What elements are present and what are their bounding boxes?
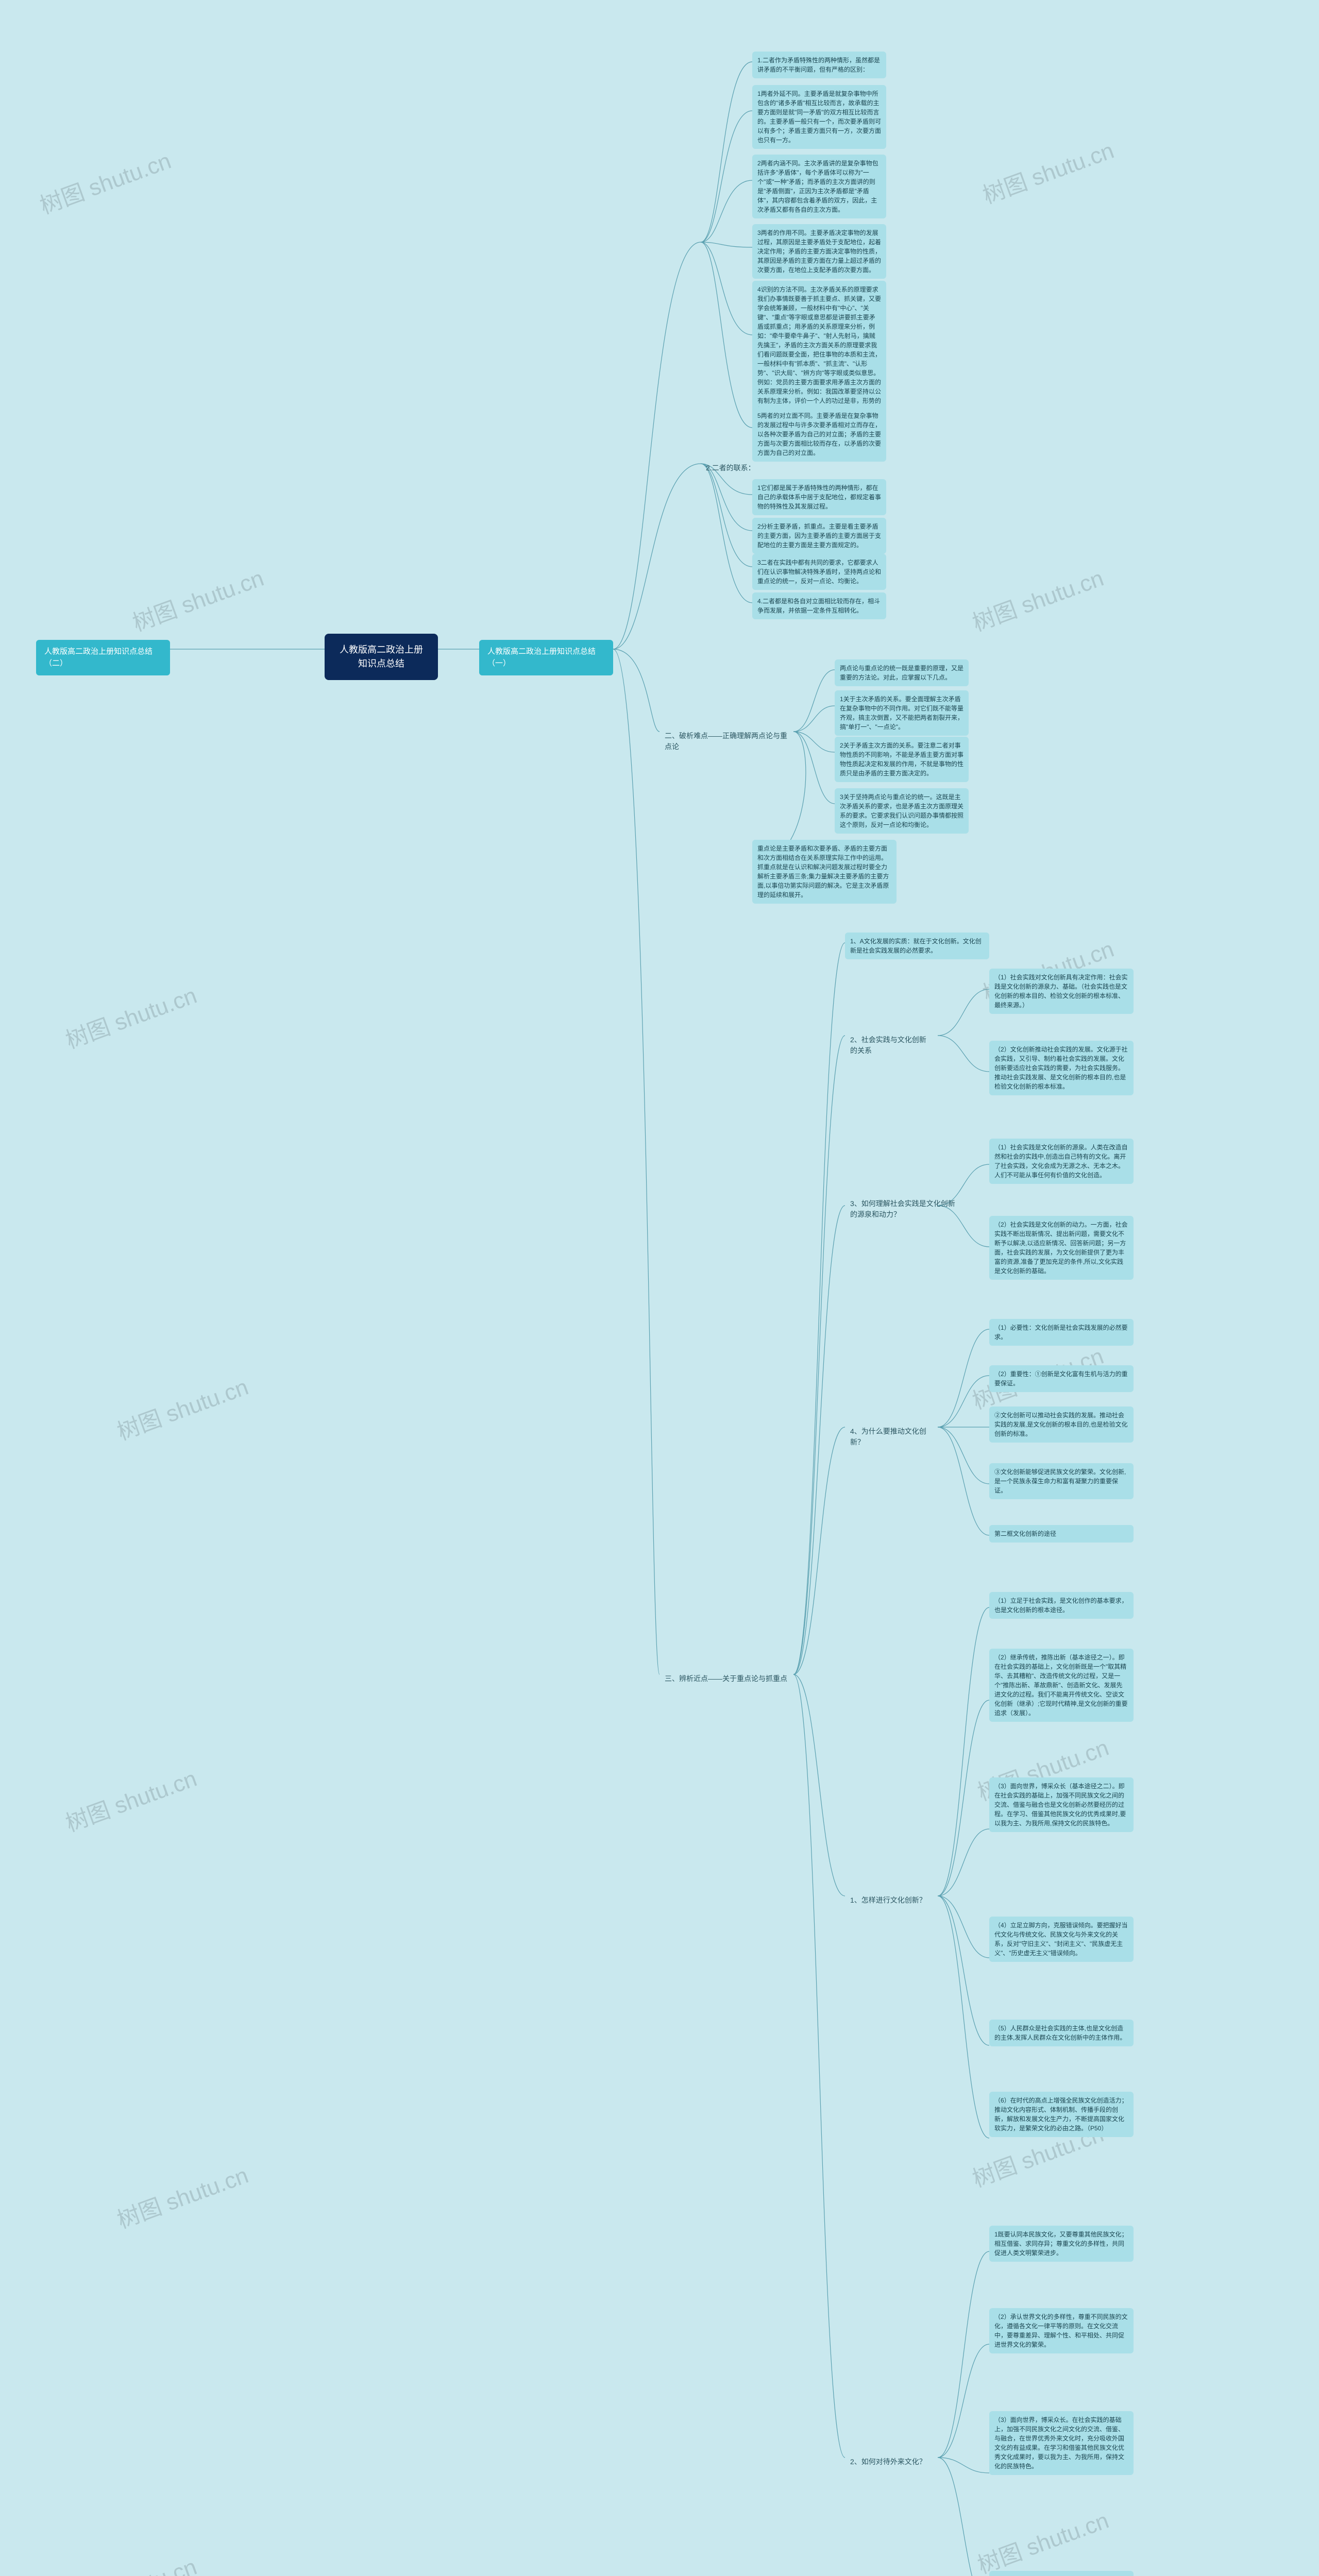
watermark-text: 树图 shutu.cn bbox=[977, 132, 1118, 210]
s1-g2-item-2: 3二者在实践中都有共同的要求，它都要求人们在认识事物解决特殊矛盾时，坚持两点论和… bbox=[752, 554, 886, 590]
s2-item-0: 1关于主次矛盾的关系。要全面理解主次矛盾在复杂事物中的不同作用。对它们既不能等量… bbox=[835, 690, 969, 736]
s3-q2-item-0: （1）社会实践对文化创新具有决定作用：社会实践是文化创新的源泉力、基础。（社会实… bbox=[989, 969, 1134, 1014]
s3-q4-item-4: 第二框文化创新的途径 bbox=[989, 1525, 1134, 1543]
s3-q6-item-3: （4）坚持正确方向，克服错误倾向。要把握好民族文化与外来文化的关系,反对"封闭主… bbox=[989, 2571, 1134, 2576]
s3-q6-item-1: （2）承认世界文化的多样性，尊重不同民族的文化，遵循各文化一律平等的原则。在文化… bbox=[989, 2308, 1134, 2353]
s3-q6-label: 2、如何对待外来文化？ bbox=[845, 2453, 938, 2470]
watermark-text: 树图 shutu.cn bbox=[967, 560, 1107, 637]
s2-intro: 两点论与重点论的统一既是重要的原理，又是重要的方法论。对此，应掌握以下几点。 bbox=[835, 659, 969, 686]
s3-q3-label: 3、如何理解社会实践是文化创新的源泉和动力？ bbox=[845, 1195, 963, 1223]
s3-q3-item-0: （1）社会实践是文化创新的源泉。人类在改造自然和社会的实践中,创造出自己特有的文… bbox=[989, 1139, 1134, 1184]
branch-part1[interactable]: 人教版高二政治上册知识点总结（一） bbox=[479, 640, 613, 675]
watermark-text: 树图 shutu.cn bbox=[35, 142, 175, 220]
s2-item-2: 3关于坚持两点论与重点论的统一。这既是主次矛盾关系的要求，也是矛盾主次方面原理关… bbox=[835, 788, 969, 834]
watermark-text: 树图 shutu.cn bbox=[112, 1368, 252, 1446]
s1-g1-item-4: 4识别的方法不同。主次矛盾关系的原理要求我们办事情既要善于抓主要点、抓关键，又要… bbox=[752, 281, 886, 419]
s3-q5-item-4: （5）人民群众是社会实践的主体,也是文化创造的主体,发挥人民群众在文化创新中的主… bbox=[989, 2020, 1134, 2046]
s3-q4-item-3: ③文化创新能够促进民族文化的繁荣。文化创新,是一个民族永葆生命力和富有凝聚力的重… bbox=[989, 1463, 1134, 1499]
connector-lines bbox=[0, 0, 1319, 2576]
section3-label: 三、辨析近点——关于重点论与抓重点 bbox=[660, 1670, 793, 1687]
s3-q1: 1、A文化发展的实质：就在于文化创新。文化创新是社会实践发展的必然要求。 bbox=[845, 933, 989, 959]
s3-q5-item-2: （3）面向世界，博采众长（基本途径之二）。即在社会实践的基础上，加强不同民族文化… bbox=[989, 1777, 1134, 1832]
s2-summary: 重点论是主要矛盾和次要矛盾、矛盾的主要方面和次方面相结合在关系原理实际工作中的运… bbox=[752, 840, 897, 904]
section2-label: 二、破析难点——正确理解两点论与重点论 bbox=[660, 727, 799, 755]
s3-q6-item-2: （3）面向世界，博采众长。在社会实践的基础上，加强不同民族文化之间文化的交流、借… bbox=[989, 2411, 1134, 2475]
s3-q5-item-0: （1）立足于社会实践，是文化创作的基本要求，也是文化创新的根本途径。 bbox=[989, 1592, 1134, 1619]
s1-g1-item-3: 3两者的作用不同。主要矛盾决定事物的发展过程，其原因是主要矛盾处于支配地位，起着… bbox=[752, 224, 886, 279]
watermark-text: 树图 shutu.cn bbox=[60, 977, 200, 1055]
watermark-text: 树图 shutu.cn bbox=[972, 2502, 1112, 2576]
s3-q4-item-2: ②文化创新可以推动社会实践的发展。推动社会实践的发展,是文化创新的根本目的,也是… bbox=[989, 1406, 1134, 1443]
s3-q5-item-5: （6）在时代的高点上增强全民族文化创造活力；推动文化内容形式、体制机制、传播手段… bbox=[989, 2092, 1134, 2137]
branch-part2[interactable]: 人教版高二政治上册知识点总结（二） bbox=[36, 640, 170, 675]
s3-q4-item-0: （1）必要性：文化创新是社会实践发展的必然要求。 bbox=[989, 1319, 1134, 1346]
s1-g1-item-0: 1.二者作为矛盾特殊性的两种情形，虽然都是讲矛盾的不平衡问题，但有严格的区别： bbox=[752, 52, 886, 78]
s3-q2-item-1: （2）文化创新推动社会实践的发展。文化源于社会实践，又引导、制约着社会实践的发展… bbox=[989, 1041, 1134, 1095]
s3-q5-item-1: （2）继承传统，推陈出新（基本途径之一）。即在社会实践的基础上，文化创新既是一个… bbox=[989, 1649, 1134, 1722]
s3-q5-item-3: （4）立足立脚方向，克服错误倾向。要把握好当代文化与传统文化、民族文化与外来文化… bbox=[989, 1917, 1134, 1962]
watermark-text: 树图 shutu.cn bbox=[60, 2548, 200, 2576]
s3-q3-item-1: （2）社会实践是文化创新的动力。一方面，社会实践不断出现新情况、提出新问题，需要… bbox=[989, 1216, 1134, 1280]
watermark-text: 树图 shutu.cn bbox=[112, 2157, 252, 2234]
s1-g1-item-5: 5两者的对立面不同。主要矛盾是在复杂事物的发展过程中与许多次要矛盾相对立而存在，… bbox=[752, 407, 886, 462]
s1-g2-item-3: 4.二者都是和各自对立面相比较而存在，相斗争而发展，并依据一定条件互相转化。 bbox=[752, 592, 886, 619]
s1-g2-item-1: 2分析主要矛盾，抓重点。主要是看主要矛盾的主要方面，因为主要矛盾的主要方面居于支… bbox=[752, 518, 886, 554]
s3-q6-item-0: 1既要认同本民族文化，又要尊重其他民族文化；相互借鉴、求同存异；尊重文化的多样性… bbox=[989, 2226, 1134, 2262]
root-node[interactable]: 人教版高二政治上册知识点总结 bbox=[325, 634, 438, 680]
watermark-text: 树图 shutu.cn bbox=[60, 1760, 200, 1838]
s2-item-1: 2关于矛盾主次方面的关系。要注意二者对事物性质的不同影响，不能是矛盾主要方面对事… bbox=[835, 737, 969, 782]
watermark-text: 树图 shutu.cn bbox=[127, 560, 267, 637]
s3-q2-label: 2、社会实践与文化创新的关系 bbox=[845, 1031, 938, 1059]
s1-g2-label: 2.二者的联系： bbox=[701, 460, 763, 477]
s3-q5-label: 1、怎样进行文化创新？ bbox=[845, 1892, 938, 1909]
s1-g2-item-0: 1它们都是属于矛盾特殊性的两种情形，都在自己的承载体系中居于支配地位，都规定着事… bbox=[752, 479, 886, 515]
s1-g1-item-2: 2两者内涵不同。主次矛盾讲的是复杂事物包括许多"矛盾体"，每个矛盾体可以称为"一… bbox=[752, 155, 886, 218]
s3-q4-label: 4、为什么要推动文化创新？ bbox=[845, 1423, 943, 1451]
s1-g1-item-1: 1两者外延不同。主要矛盾是就复杂事物中所包含的"诸多矛盾"相互比较而言，故承载的… bbox=[752, 85, 886, 149]
s3-q4-item-1: （2）重要性：①创新是文化富有生机与活力的重要保证。 bbox=[989, 1365, 1134, 1392]
